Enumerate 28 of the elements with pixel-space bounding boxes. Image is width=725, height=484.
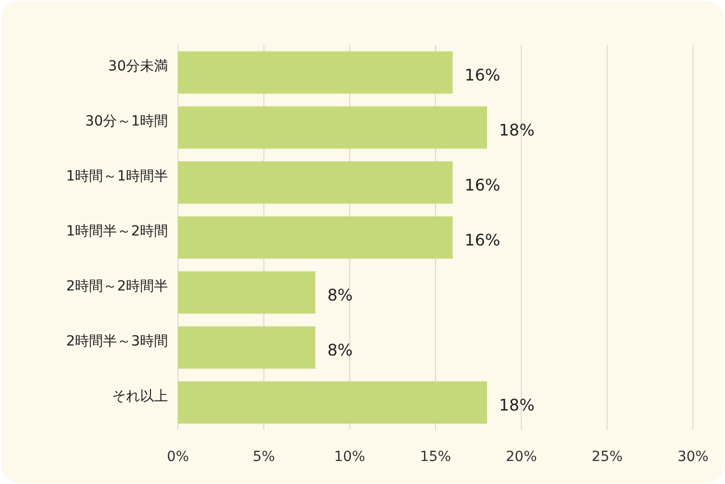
data-label: 16%: [464, 176, 500, 194]
y-tick-label: 30分未満: [108, 58, 168, 74]
data-label: 16%: [464, 66, 500, 84]
y-tick-label: 2時間～2時間半: [66, 278, 168, 294]
data-label: 18%: [499, 120, 535, 140]
bar: [178, 216, 453, 259]
y-tick-label: 1時間～1時間半: [66, 168, 168, 184]
x-tick-label: 10%: [334, 449, 366, 465]
bar: [178, 271, 316, 314]
y-tick-label: 30分～1時間: [85, 114, 168, 130]
data-label: 18%: [499, 396, 535, 414]
y-tick-label: 2時間半～3時間: [66, 334, 168, 350]
x-tick-label: 5%: [252, 449, 275, 465]
y-tick-label: それ以上: [112, 388, 168, 404]
y-tick-label: 1時間半～2時間: [66, 224, 168, 240]
bar: [178, 161, 453, 204]
x-tick-label: 30%: [677, 449, 709, 465]
x-tick-label: 15%: [420, 449, 452, 465]
x-tick-label: 20%: [506, 449, 537, 465]
bar: [178, 106, 487, 149]
bar: [178, 51, 453, 94]
data-label: 8%: [327, 340, 353, 360]
bar: [178, 326, 316, 369]
x-tick-label: 25%: [592, 449, 623, 465]
data-label: 8%: [327, 286, 353, 304]
data-label: 16%: [464, 230, 500, 250]
x-tick-label: 0%: [166, 449, 190, 465]
bar: [178, 381, 487, 424]
